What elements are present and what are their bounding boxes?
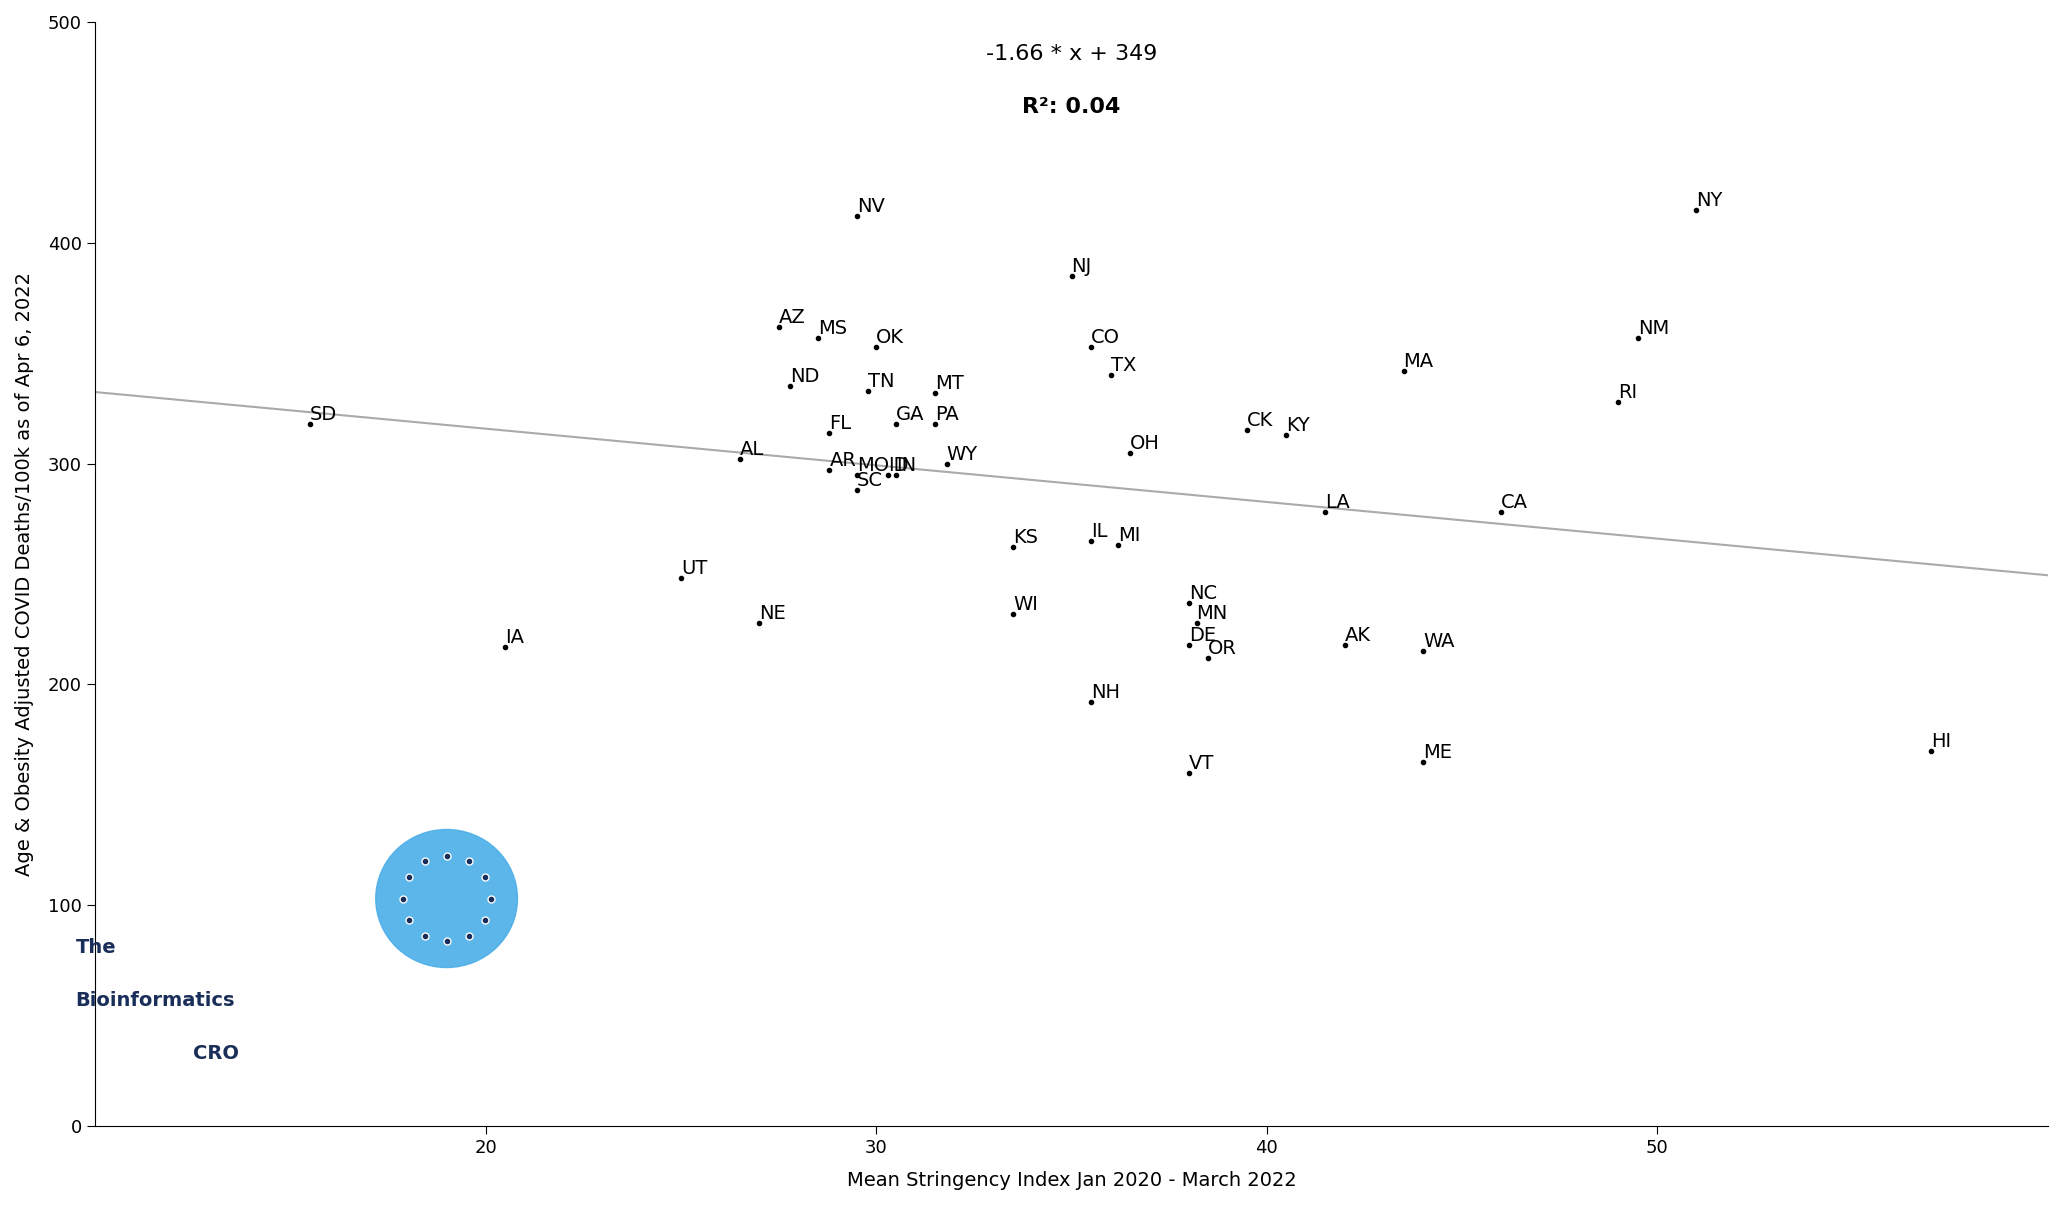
Text: TN: TN <box>869 371 895 390</box>
Text: NJ: NJ <box>1071 257 1091 276</box>
Text: WY: WY <box>947 445 978 464</box>
Text: NH: NH <box>1091 683 1120 703</box>
X-axis label: Mean Stringency Index Jan 2020 - March 2022: Mean Stringency Index Jan 2020 - March 2… <box>846 1171 1296 1191</box>
Text: GA: GA <box>895 405 924 424</box>
Text: KS: KS <box>1013 529 1038 547</box>
Text: NY: NY <box>1696 190 1723 210</box>
Text: NC: NC <box>1188 583 1217 602</box>
Text: -1.66 * x + 349: -1.66 * x + 349 <box>986 45 1157 64</box>
Text: LA: LA <box>1324 493 1349 512</box>
Text: WA: WA <box>1423 633 1454 651</box>
Ellipse shape <box>375 829 518 968</box>
Text: VT: VT <box>1188 753 1215 772</box>
Text: AL: AL <box>739 440 763 459</box>
Text: MI: MI <box>1118 527 1141 545</box>
Text: NE: NE <box>759 604 786 623</box>
Text: OK: OK <box>877 328 904 347</box>
Text: MS: MS <box>817 318 846 337</box>
Text: WI: WI <box>1013 595 1038 613</box>
Y-axis label: Age & Obesity Adjusted COVID Deaths/100k as of Apr 6, 2022: Age & Obesity Adjusted COVID Deaths/100k… <box>14 272 33 876</box>
Text: TX: TX <box>1110 357 1137 375</box>
Text: MT: MT <box>935 374 963 393</box>
Text: FL: FL <box>829 413 852 433</box>
Text: NM: NM <box>1638 318 1669 337</box>
Text: CRO: CRO <box>192 1045 239 1063</box>
Text: DE: DE <box>1188 625 1215 645</box>
Text: The: The <box>76 939 116 957</box>
Text: NV: NV <box>856 198 885 216</box>
Text: IL: IL <box>1091 522 1108 541</box>
Text: SC: SC <box>856 471 883 490</box>
Text: OH: OH <box>1131 434 1159 453</box>
Text: HI: HI <box>1931 731 1952 751</box>
Text: PA: PA <box>935 405 959 424</box>
Text: OR: OR <box>1209 639 1238 658</box>
Text: ID: ID <box>887 455 908 475</box>
Text: IN: IN <box>895 455 916 475</box>
Text: CK: CK <box>1248 411 1273 430</box>
Text: MA: MA <box>1403 352 1434 371</box>
Text: Bioinformatics: Bioinformatics <box>76 992 235 1010</box>
Text: ME: ME <box>1423 742 1452 762</box>
Text: SD: SD <box>309 405 336 424</box>
Text: KY: KY <box>1287 416 1310 435</box>
Text: UT: UT <box>681 559 708 578</box>
Text: R²: 0.04: R²: 0.04 <box>1023 98 1120 117</box>
Text: CO: CO <box>1091 328 1120 347</box>
Text: ND: ND <box>790 368 819 387</box>
Text: IA: IA <box>505 628 524 647</box>
Text: MN: MN <box>1197 604 1227 623</box>
Text: CA: CA <box>1502 493 1529 512</box>
Text: MO: MO <box>856 455 889 475</box>
Text: RI: RI <box>1617 383 1638 401</box>
Text: AR: AR <box>829 451 856 470</box>
Text: AK: AK <box>1345 625 1372 645</box>
Text: AZ: AZ <box>778 307 805 327</box>
